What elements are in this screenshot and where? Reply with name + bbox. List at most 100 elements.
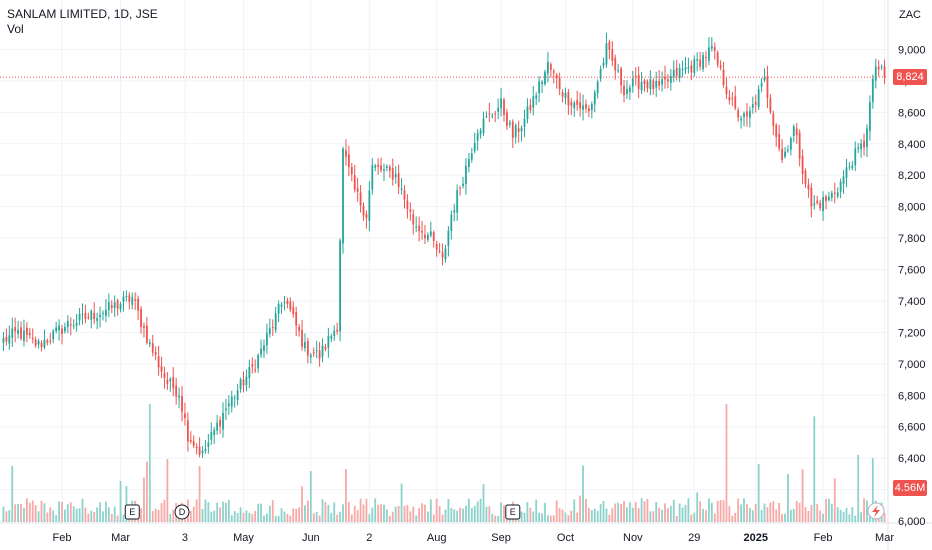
volume-bar [432,514,435,522]
volume-bar [415,515,418,522]
volume-bar [769,502,772,522]
volume-bar [233,511,236,522]
candle-body [690,65,693,73]
candle-body [96,318,99,321]
volume-bar [315,511,318,522]
candle-body [593,92,596,105]
candle-body [37,340,40,345]
volume-bar [696,492,699,522]
candle-body [628,87,631,92]
volume-bar [649,511,652,522]
candle-body [380,165,382,171]
candle-body [643,80,646,84]
candle-body [353,175,356,190]
candle-body [511,121,514,138]
volume-bar [845,507,848,522]
volume-bar [394,506,397,522]
candle-body [816,200,819,204]
candle-body [204,449,207,452]
candle-body [646,81,649,89]
candle-body [339,240,341,332]
candle-body [304,341,306,349]
x-tick-label: Feb [53,532,72,544]
candle-body [87,316,90,318]
volume-bar [772,501,775,522]
candle-body [406,200,409,210]
price-axis: 6,0006,2006,4006,6006,8007,0007,2007,400… [898,44,926,528]
candle-body [186,420,189,442]
volume-bar [69,502,72,522]
volume-bar [248,513,251,522]
volume-bar [819,510,822,522]
candle-body [626,88,628,94]
volume-bar [438,506,441,522]
volume-bar [119,480,122,522]
chart-grid [0,0,888,523]
candle-body [233,397,236,399]
candle-body [860,143,863,150]
candle-body [43,339,46,348]
volume-bar [672,499,675,522]
candle-body [107,302,110,311]
volume-bar [628,502,631,522]
volume-bar [195,499,198,522]
volume-bar [596,510,599,522]
candle-body [775,125,778,137]
candle-body [623,86,625,96]
volume-bar [746,504,748,522]
volume-bar [292,508,295,522]
volume-bar [643,501,646,522]
candle-body [459,187,462,189]
volume-bar [365,498,368,522]
volume-bar [822,513,824,522]
volume-bar [403,505,406,522]
volume-bar [230,515,233,522]
volume-bar [23,507,25,522]
lightning-icon[interactable] [867,502,885,520]
volume-bar [693,512,696,522]
candle-body [441,252,444,258]
candle-body [195,446,198,448]
volume-bar [488,506,491,522]
volume-bar [304,505,306,522]
y-tick-label: 9,000 [898,44,926,56]
candle-body [222,412,224,430]
volume-bar [368,514,371,522]
volume-label[interactable]: Vol [7,22,24,36]
candle-body [280,304,283,307]
candle-body [675,68,678,76]
candle-body [309,354,312,358]
candle-body [46,340,49,343]
volume-bar [210,511,213,522]
candle-body [743,113,745,118]
candle-body [561,92,564,97]
volume-bar [409,511,412,522]
volume-bar [535,499,538,522]
volume-bar [350,514,353,522]
candle-body [467,159,470,168]
candle-body [506,112,508,126]
volume-bar [587,507,590,522]
candle-body [359,192,362,206]
volume-bar [561,509,564,522]
candle-body [863,140,865,148]
volume-bar [661,509,663,522]
symbol-title[interactable]: SANLAM LIMITED, 1D, JSE [7,7,158,21]
candle-body [547,61,549,74]
volume-bar [81,498,84,522]
volume-bar [426,511,429,522]
candle-body [201,450,204,454]
candle-body [429,231,432,236]
candle-body [49,340,52,342]
volume-bar [792,508,795,522]
volume-bar [46,512,49,522]
candle-body [617,70,620,72]
currency-label[interactable]: ZAC [899,9,921,21]
volume-bar [386,509,388,522]
volume-bar [857,454,860,522]
volume-bar [28,502,31,522]
volume-bar [617,502,620,522]
candle-body [599,69,602,79]
candle-body [658,80,661,86]
